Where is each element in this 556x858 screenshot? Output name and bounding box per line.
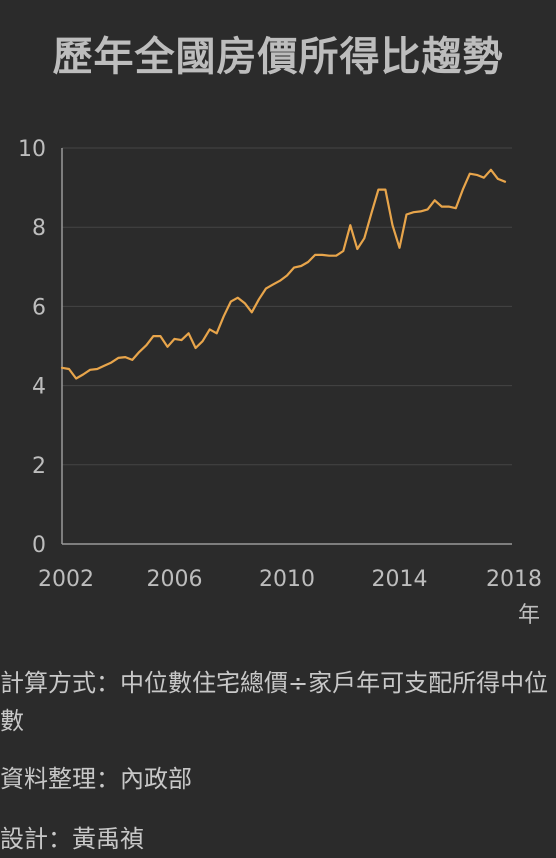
designer-note: 設計：黃禹禎: [0, 825, 144, 853]
tick-labels: 0 2 4 6 8 10 2002 2006 2010 2014 2018 年: [18, 137, 542, 628]
x-tick-label: 2018: [486, 567, 542, 592]
formula-note: 計算方式：中位數住宅總價÷家戶年可支配所得中位數: [0, 669, 549, 735]
y-tick-label: 6: [32, 295, 46, 320]
source-note: 資料整理：內政部: [0, 765, 192, 793]
x-tick-label: 2002: [38, 567, 94, 592]
gridlines: [62, 147, 512, 466]
y-tick-label: 2: [32, 454, 46, 479]
series-line: [60, 168, 507, 380]
x-tick-label: 2014: [372, 567, 428, 592]
x-tick-label: 2006: [147, 567, 203, 592]
x-axis-label: 年: [518, 603, 540, 628]
data-series: [60, 168, 507, 380]
y-tick-label: 10: [18, 137, 46, 162]
axes: [61, 148, 512, 545]
y-tick-label: 0: [32, 533, 46, 558]
x-tick-label: 2010: [259, 567, 315, 592]
y-tick-label: 8: [32, 216, 46, 241]
y-tick-label: 4: [32, 375, 46, 400]
line-chart: 0 2 4 6 8 10 2002 2006 2010 2014 2018 年: [18, 137, 542, 628]
chart-title: 歷年全國房價所得比趨勢: [52, 34, 504, 80]
